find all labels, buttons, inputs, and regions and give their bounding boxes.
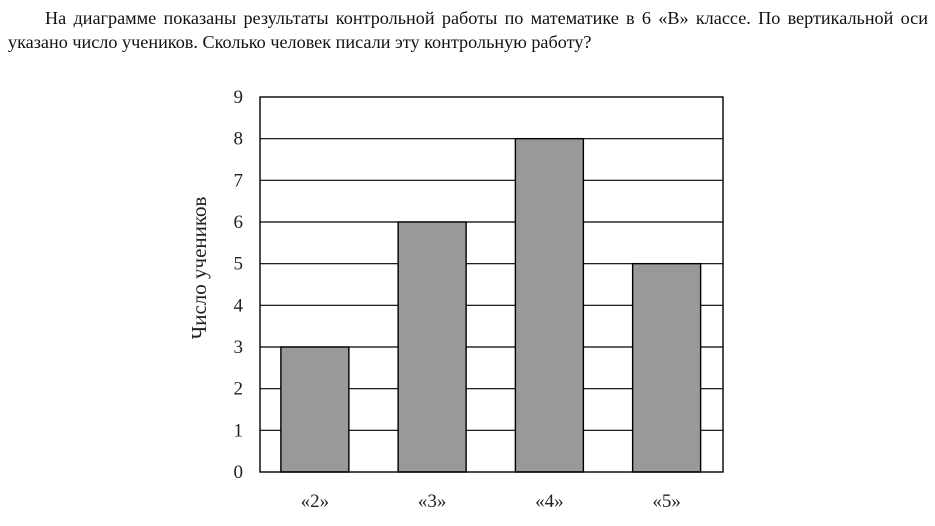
y-tick-label: 3: [234, 337, 244, 358]
y-tick-label: 9: [234, 87, 244, 108]
x-tick-label: «2»: [301, 491, 330, 512]
y-tick-label: 8: [234, 129, 244, 150]
y-tick-label: 6: [234, 212, 244, 233]
y-tick-labels: 0 1 2 3 4 5 6 7 8 9: [234, 87, 244, 483]
x-tick-labels: «2» «3» «4» «5»: [301, 491, 681, 512]
bar: [631, 262, 702, 473]
y-tick-label: 4: [234, 295, 244, 316]
y-tick-label: 5: [234, 254, 244, 275]
y-tick-label: 7: [234, 170, 244, 191]
bar: [280, 346, 350, 473]
bar: [397, 221, 467, 473]
x-tick-label: «3»: [418, 491, 447, 512]
problem-text: На диаграмме показаны результаты контрол…: [8, 8, 928, 52]
y-tick-label: 0: [234, 462, 244, 483]
y-tick-label: 2: [234, 379, 244, 400]
x-tick-label: «5»: [652, 491, 681, 512]
y-tick-label: 1: [234, 420, 244, 441]
x-tick-label: «4»: [535, 491, 564, 512]
y-axis-label: Число учеников: [187, 196, 211, 339]
plot-frame: [259, 96, 724, 473]
bars: [280, 137, 702, 473]
bar: [514, 137, 585, 473]
